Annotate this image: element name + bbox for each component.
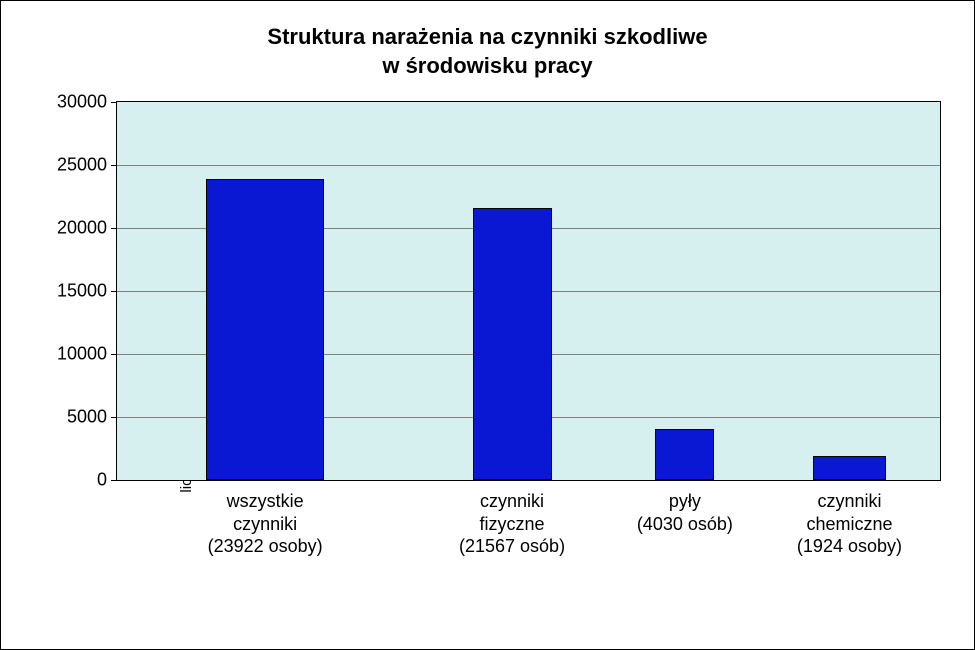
gridline xyxy=(117,165,940,166)
y-tick-label: 0 xyxy=(97,470,107,491)
x-label-line: (23922 osoby) xyxy=(117,535,413,558)
x-label-line: czynniki xyxy=(117,513,413,536)
x-category-label: czynnikifizyczne(21567 osób) xyxy=(413,490,611,558)
x-label-line: (1924 osoby) xyxy=(759,535,940,558)
chart-frame: Struktura narażenia na czynniki szkodliw… xyxy=(0,0,975,650)
x-label-line: (21567 osób) xyxy=(413,535,611,558)
bar xyxy=(473,208,552,480)
y-tick-mark xyxy=(111,417,117,418)
plot-area: 050001000015000200002500030000wszystkiec… xyxy=(116,101,941,481)
x-category-label: pyły(4030 osób) xyxy=(611,490,759,535)
bar xyxy=(813,456,885,480)
x-label-line: chemiczne xyxy=(759,513,940,536)
x-label-line: wszystkie xyxy=(117,490,413,513)
y-tick-mark xyxy=(111,165,117,166)
x-label-line: (4030 osób) xyxy=(611,513,759,536)
bar xyxy=(655,429,714,480)
plot-wrapper: 050001000015000200002500030000wszystkiec… xyxy=(116,101,941,481)
y-tick-label: 10000 xyxy=(57,344,107,365)
y-tick-label: 30000 xyxy=(57,92,107,113)
y-tick-label: 25000 xyxy=(57,155,107,176)
y-tick-mark xyxy=(111,354,117,355)
bar xyxy=(206,179,325,480)
y-tick-mark xyxy=(111,291,117,292)
x-label-line: czynniki xyxy=(413,490,611,513)
y-tick-label: 20000 xyxy=(57,218,107,239)
x-label-line: fizyczne xyxy=(413,513,611,536)
x-label-line: pyły xyxy=(611,490,759,513)
chart-title-line2: w środowisku pracy xyxy=(382,53,592,78)
y-tick-label: 5000 xyxy=(67,407,107,428)
y-tick-mark xyxy=(111,228,117,229)
y-tick-mark xyxy=(111,480,117,481)
x-label-line: czynniki xyxy=(759,490,940,513)
chart-title: Struktura narażenia na czynniki szkodliw… xyxy=(1,23,974,80)
y-tick-mark xyxy=(111,102,117,103)
x-category-label: czynnikichemiczne(1924 osoby) xyxy=(759,490,940,558)
y-tick-label: 15000 xyxy=(57,281,107,302)
chart-title-line1: Struktura narażenia na czynniki szkodliw… xyxy=(267,24,707,49)
x-category-label: wszystkieczynniki(23922 osoby) xyxy=(117,490,413,558)
